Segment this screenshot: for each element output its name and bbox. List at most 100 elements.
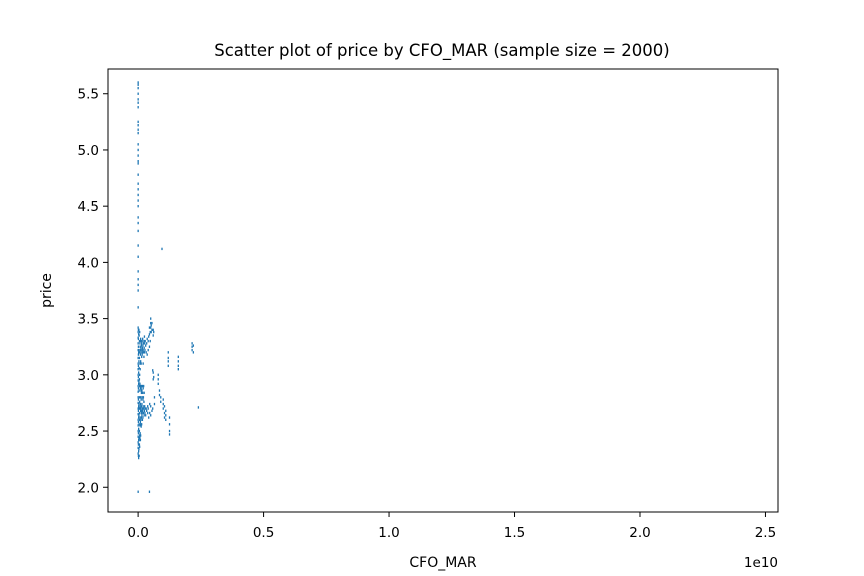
data-point: [139, 351, 141, 354]
data-point: [147, 405, 149, 408]
data-point: [142, 348, 144, 352]
data-point: [137, 373, 139, 377]
data-point: [141, 389, 143, 392]
data-point: [137, 106, 139, 109]
data-point: [191, 345, 193, 348]
data-point: [143, 351, 145, 354]
data-point: [139, 330, 141, 334]
data-point: [139, 432, 141, 435]
scatter-points: [137, 81, 200, 493]
data-point: [137, 124, 139, 127]
data-point: [157, 382, 159, 386]
data-point: [167, 364, 169, 368]
data-point: [141, 409, 143, 413]
data-point: [137, 353, 140, 356]
data-point: [161, 247, 163, 251]
data-point: [137, 131, 139, 135]
data-point: [138, 450, 140, 453]
data-point: [138, 348, 140, 352]
data-point: [165, 409, 167, 413]
data-point: [141, 355, 143, 359]
data-point: [140, 407, 142, 410]
data-point: [152, 328, 154, 332]
data-point: [139, 387, 142, 390]
data-point: [144, 342, 146, 345]
y-axis-label: price: [39, 273, 55, 308]
data-point: [138, 378, 141, 381]
data-point: [137, 432, 140, 435]
data-point: [137, 148, 139, 152]
data-point: [143, 391, 145, 395]
data-point: [150, 321, 152, 325]
data-point: [137, 86, 139, 90]
data-point: [191, 342, 193, 345]
data-point: [140, 434, 142, 437]
data-point: [140, 411, 142, 415]
data-point: [142, 409, 144, 413]
data-point: [137, 120, 139, 124]
data-point: [142, 411, 145, 415]
data-point: [139, 362, 141, 365]
data-point: [192, 344, 195, 347]
data-point: [137, 244, 139, 247]
data-point: [139, 373, 141, 377]
data-point: [137, 362, 139, 365]
data-point: [137, 128, 139, 131]
data-point: [137, 446, 139, 450]
data-point: [145, 351, 147, 354]
data-point: [138, 366, 140, 370]
data-point: [137, 143, 139, 146]
data-point: [137, 306, 139, 309]
data-point: [138, 396, 141, 399]
data-point: [142, 387, 144, 390]
data-point: [137, 345, 140, 348]
data-point: [137, 193, 139, 197]
data-point: [139, 445, 141, 448]
data-point: [137, 418, 139, 421]
data-point: [141, 348, 143, 352]
data-point: [141, 384, 144, 388]
x-tick-label: 2.5: [755, 525, 776, 541]
data-point: [137, 364, 140, 368]
data-point: [139, 438, 142, 442]
data-point: [139, 400, 141, 404]
data-point: [142, 351, 144, 354]
data-point: [138, 389, 140, 392]
data-point: [137, 229, 139, 233]
data-point: [137, 356, 139, 360]
data-point: [140, 425, 142, 428]
data-point: [139, 434, 141, 437]
data-point: [137, 216, 139, 219]
data-point: [140, 391, 143, 395]
data-point: [141, 411, 143, 415]
data-point: [137, 429, 139, 433]
data-point: [150, 414, 152, 417]
data-point: [137, 387, 140, 390]
data-point: [151, 409, 153, 413]
plot-area: [107, 68, 779, 513]
data-point: [148, 326, 151, 329]
data-point: [137, 154, 139, 157]
data-point: [138, 427, 140, 430]
data-point: [143, 409, 146, 413]
data-point: [150, 324, 152, 327]
y-tick-label: 5.0: [78, 143, 99, 159]
data-point: [162, 402, 164, 406]
data-point: [138, 411, 141, 415]
data-point: [137, 396, 139, 399]
data-point: [137, 182, 139, 185]
data-point: [139, 382, 141, 386]
data-point: [144, 348, 146, 352]
data-point: [141, 384, 143, 388]
data-point: [139, 418, 141, 421]
data-point: [137, 409, 140, 413]
data-point: [138, 380, 140, 383]
data-point: [138, 356, 141, 360]
data-point: [137, 173, 139, 176]
x-tick-label: 1.5: [504, 525, 525, 541]
data-point: [141, 414, 143, 417]
data-point: [141, 407, 144, 410]
data-point: [142, 398, 144, 401]
data-point: [165, 418, 167, 421]
